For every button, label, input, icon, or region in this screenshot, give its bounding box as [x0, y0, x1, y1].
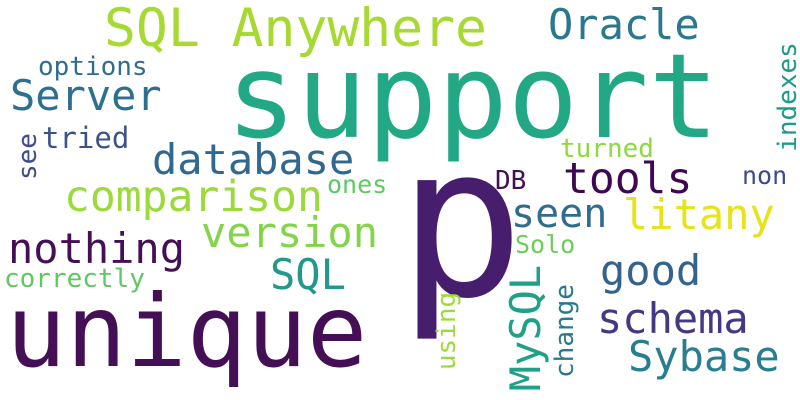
word-mysql: MySQL [501, 264, 550, 392]
word-solo: Solo [515, 230, 576, 259]
word-sql: SQL [270, 250, 346, 299]
word-schema: schema [597, 294, 749, 343]
word-db: DB [495, 166, 527, 196]
word-non: non [742, 161, 788, 190]
word-correctly: correctly [4, 264, 145, 294]
word-litany: litany [623, 190, 775, 239]
word-database: database [152, 135, 355, 184]
word-change: change [550, 284, 580, 378]
word-p: p [398, 100, 525, 345]
word-sybase: Sybase [628, 332, 780, 381]
word-seen: seen [511, 191, 608, 237]
word-indexes: indexes [773, 42, 800, 152]
word-tried: tried [42, 121, 130, 155]
word-unique: unique [6, 273, 368, 390]
word-support: support [226, 28, 720, 165]
word-using: using [432, 291, 462, 371]
word-good: good [600, 246, 702, 295]
word-server: Server [10, 71, 162, 120]
word-sql-anywhere: SQL Anywhere [104, 0, 487, 59]
word-tools: tools [563, 154, 693, 204]
word-nothing: nothing [8, 224, 186, 273]
word-comparison: comparison [64, 172, 323, 222]
word-version: version [201, 208, 379, 257]
word-see: see [13, 133, 43, 180]
word-turned: turned [560, 134, 654, 164]
word-oracle: Oracle [548, 0, 700, 49]
word-options: options [38, 52, 148, 82]
word-ones: ones [327, 170, 388, 199]
